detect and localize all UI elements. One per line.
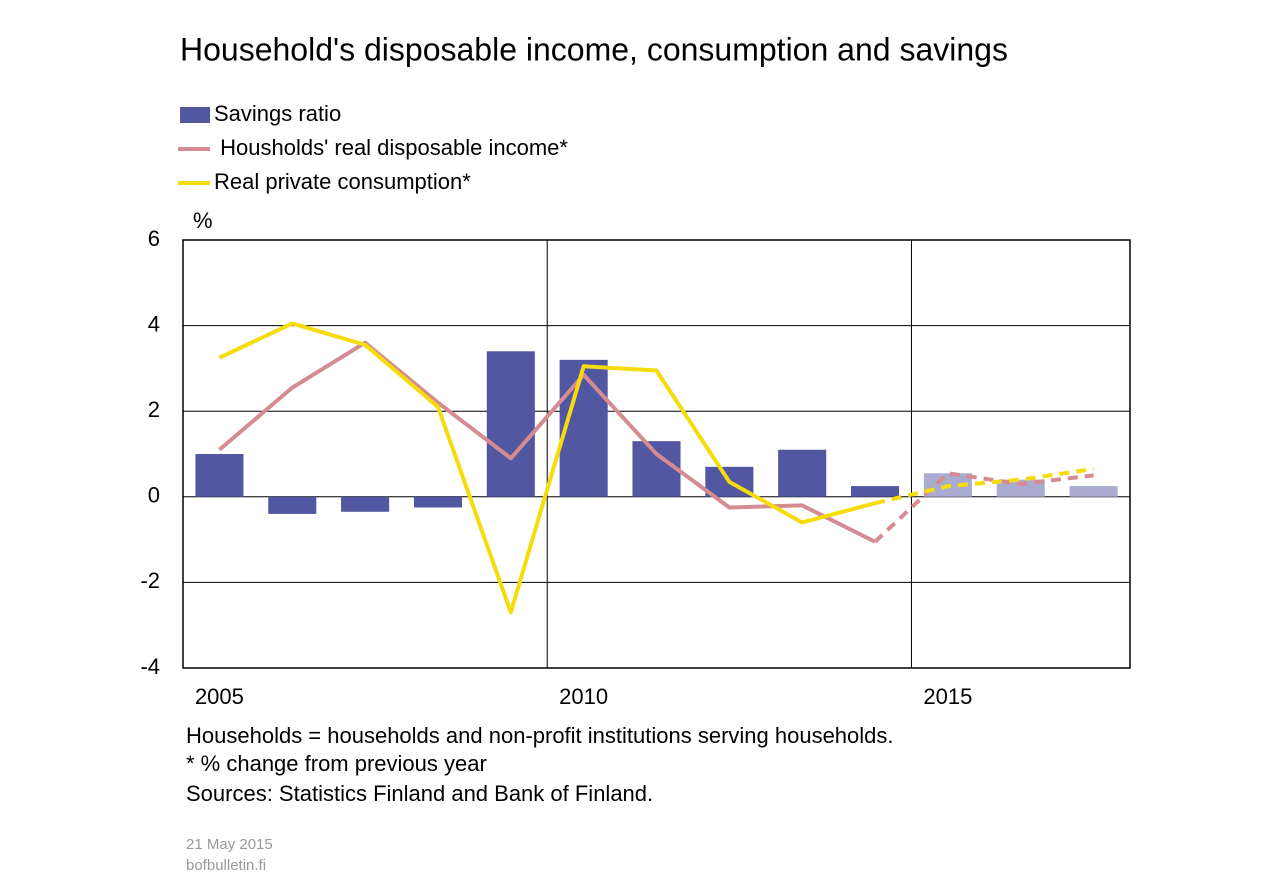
y-unit: % [193,208,213,233]
y-tick-label: -2 [140,568,160,593]
bar [413,496,463,508]
bar [341,496,390,512]
bar [778,449,827,497]
y-tick-label: 4 [148,311,160,336]
y-tick-label: -4 [140,654,160,679]
y-tick-label: 0 [148,483,160,508]
date: 21 May 2015 [186,836,273,853]
legend-label: Housholds' real disposable income* [214,135,568,160]
line [218,340,876,544]
x-tick-label: 2015 [923,684,972,709]
chart-title: Household's disposable income, consumpti… [180,31,1008,67]
legend-label: Savings ratio [214,101,341,126]
x-tick-label: 2005 [195,684,244,709]
bar [850,486,900,497]
bar [268,496,317,514]
line [874,467,1094,506]
bar [632,441,681,497]
site: bofbulletin.fi [186,857,266,874]
bar [486,351,535,497]
legend-swatch [180,107,210,123]
bar [1069,486,1118,497]
line [218,321,876,615]
line [873,471,1094,544]
plot-frame [182,239,1131,669]
legend-label: Real private consumption* [214,169,471,194]
note: Households = households and non-profit i… [186,723,894,748]
bar [195,454,244,497]
bar [559,359,608,497]
note: Sources: Statistics Finland and Bank of … [186,781,653,806]
y-tick-label: 2 [148,397,160,422]
note: * % change from previous year [186,751,487,776]
y-tick-label: 6 [148,226,160,251]
x-tick-label: 2010 [559,684,608,709]
